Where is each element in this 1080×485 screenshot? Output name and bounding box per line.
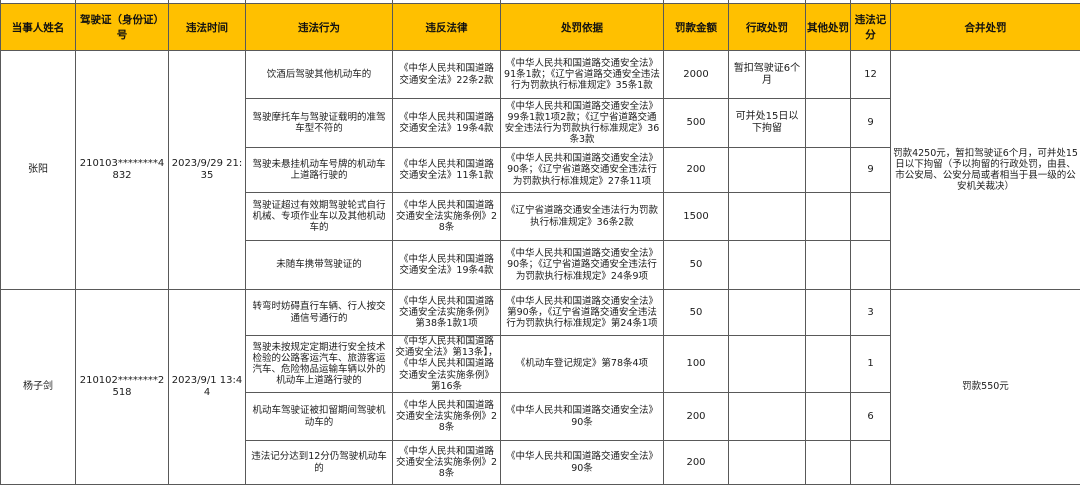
fine-amount-cell: 50 — [663, 289, 729, 336]
table-row: 驾驶未悬挂机动车号牌的机动车上道路行驶的 《中华人民共和国道路交通安全法》11条1… — [1, 147, 1080, 193]
fine-amount-cell: 2000 — [663, 50, 729, 99]
other-penalty-cell — [805, 440, 851, 485]
points-cell: 6 — [850, 392, 891, 442]
points-cell: 3 — [850, 289, 891, 336]
header-row: 当事人姓名 驾驶证（身份证）号 违法时间 违法行为 违反法律 处罚依据 罚款金额 行政处罚 其他… — [0, 3, 1080, 51]
penalty-basis-cell: 《中华人民共和国道路交通安全法》91条1款；《辽宁省道路交通安全违法行为罚款执行… — [500, 50, 664, 99]
other-penalty-cell — [805, 192, 851, 241]
points-cell — [850, 240, 891, 290]
admin-penalty-cell — [728, 240, 806, 290]
party-name-cell: 张阳 — [0, 50, 76, 290]
violation-behavior-cell: 驾驶未按规定定期进行安全技术检验的公路客运汽车、旅游客运汽车、危险物品运输车辆以… — [245, 334, 393, 394]
other-penalty-cell — [805, 240, 851, 290]
fine-amount-cell: 500 — [663, 98, 729, 148]
penalty-basis-cell: 《中华人民共和国道路交通安全法》90条；《辽宁省道路交通安全违法行为罚款执行标准… — [500, 240, 664, 290]
violation-behavior-cell: 驾驶证超过有效期驾驶轮式自行机械、专项作业车以及其他机动车的 — [245, 192, 393, 241]
points-cell: 1 — [850, 334, 891, 394]
points-cell — [850, 192, 891, 241]
violated-law-cell: 《中华人民共和国道路交通安全法》22条2款 — [392, 50, 501, 99]
license-number-cell: 210103********4832 — [75, 50, 169, 290]
violated-law-cell: 《中华人民共和国道路交通安全法》19条4款 — [392, 240, 501, 290]
violation-behavior-cell: 未随车携带驾驶证的 — [245, 240, 393, 290]
admin-penalty-cell — [728, 440, 806, 485]
header-other-penalty: 其他处罚 — [805, 3, 851, 51]
penalty-basis-cell: 《中华人民共和国道路交通安全法》90条；《辽宁省道路交通安全违法行为罚款执行标准… — [500, 147, 664, 193]
violated-law-cell: 《中华人民共和国道路交通安全法实施条例》28条 — [392, 392, 501, 442]
points-cell: 9 — [850, 147, 891, 193]
header-fine-amount: 罚款金额 — [663, 3, 729, 51]
header-violation-behavior: 违法行为 — [245, 3, 393, 51]
admin-penalty-cell — [728, 147, 806, 193]
violation-behavior-cell: 驾驶摩托车与驾驶证载明的准驾车型不符的 — [245, 98, 393, 148]
other-penalty-cell — [805, 334, 851, 394]
other-penalty-cell — [805, 392, 851, 442]
header-license-number: 驾驶证（身份证）号 — [75, 3, 169, 51]
combined-penalty-cell: 罚款550元 — [890, 288, 1080, 485]
header-violated-law: 违反法律 — [392, 3, 501, 51]
party-name-cell: 杨子剑 — [0, 288, 76, 485]
admin-penalty-cell — [728, 334, 806, 394]
header-combined-penalty: 合并处罚 — [890, 3, 1080, 51]
admin-penalty-cell: 暂扣驾驶证6个月 — [728, 50, 806, 99]
table-row: 驾驶摩托车与驾驶证载明的准驾车型不符的 《中华人民共和国道路交通安全法》19条4款… — [1, 98, 1080, 148]
points-cell — [850, 440, 891, 485]
header-violation-points: 违法记分 — [850, 3, 891, 51]
table-row: 违法记分达到12分仍驾驶机动车的 《中华人民共和国道路交通安全法实施条例》28条《… — [1, 440, 1080, 485]
admin-penalty-cell: 可并处15日以下拘留 — [728, 98, 806, 148]
other-penalty-cell — [805, 50, 851, 99]
violation-behavior-cell: 驾驶未悬挂机动车号牌的机动车上道路行驶的 — [245, 147, 393, 193]
violation-time-cell: 2023/9/29 21:35 — [168, 50, 246, 290]
violated-law-cell: 《中华人民共和国道路交通安全法》11条1款 — [392, 147, 501, 193]
penalty-basis-cell: 《中华人民共和国道路交通安全法》90条 — [500, 440, 664, 485]
fine-amount-cell: 50 — [663, 240, 729, 290]
table-row: 未随车携带驾驶证的 《中华人民共和国道路交通安全法》19条4款 《中华人民共和国道路… — [1, 240, 1080, 290]
penalty-basis-cell: 《机动车登记规定》第78条4项 — [500, 334, 664, 394]
other-penalty-cell — [805, 289, 851, 336]
other-penalty-cell — [805, 147, 851, 193]
violated-law-cell: 《中华人民共和国道路交通安全法实施条例》28条 — [392, 192, 501, 241]
table-row: 杨子剑 210102********2518 2023/9/1 13:44 转弯时妨碍… — [0, 288, 1080, 485]
violated-law-cell: 《中华人民共和国道路交通安全法》第13条】，《中华人民共和国道路交通安全法实施条… — [392, 334, 501, 394]
violation-behavior-cell: 饮酒后驾驶其他机动车的 — [245, 50, 393, 99]
admin-penalty-cell — [728, 289, 806, 336]
violation-behavior-cell: 违法记分达到12分仍驾驶机动车的 — [245, 440, 393, 485]
violated-law-cell: 《中华人民共和国道路交通安全法实施条例》第38条1款1项 — [392, 289, 501, 336]
admin-penalty-cell — [728, 192, 806, 241]
fine-amount-cell: 100 — [663, 334, 729, 394]
combined-penalty-cell: 罚款4250元，暂扣驾驶证6个月，可并处15日以下拘留（予以拘留的行政处罚，由县… — [890, 50, 1080, 290]
penalty-basis-cell: 《中华人民共和国道路交通安全法》第90条，《辽宁省道路交通安全违法行为罚款执行标… — [500, 289, 664, 336]
points-cell: 9 — [850, 98, 891, 148]
header-admin-penalty: 行政处罚 — [728, 3, 806, 51]
points-cell: 12 — [850, 50, 891, 99]
violation-behavior-cell: 转弯时妨碍直行车辆、行人按交通信号通行的 — [245, 289, 393, 336]
penalty-basis-cell: 《辽宁省道路交通安全违法行为罚款执行标准规定》36条2款 — [500, 192, 664, 241]
fine-amount-cell: 200 — [663, 392, 729, 442]
table-row: 张阳 210103********4832 2023/9/29 21:35 饮酒后驾驶… — [0, 50, 1080, 290]
admin-penalty-cell — [728, 392, 806, 442]
fine-amount-cell: 1500 — [663, 192, 729, 241]
table-row: 机动车驾驶证被扣留期间驾驶机动车的 《中华人民共和国道路交通安全法实施条例》28条… — [1, 392, 1080, 442]
violation-time-cell: 2023/9/1 13:44 — [168, 288, 246, 485]
other-penalty-cell — [805, 98, 851, 148]
license-number-cell: 210102********2518 — [75, 288, 169, 485]
header-violation-time: 违法时间 — [168, 3, 246, 51]
fine-amount-cell: 200 — [663, 440, 729, 485]
penalty-basis-cell: 《中华人民共和国道路交通安全法》90条 — [500, 392, 664, 442]
penalty-basis-cell: 《中华人民共和国道路交通安全法》99条1款1项2款；《辽宁省道路交通安全违法行为… — [500, 98, 664, 148]
violated-law-cell: 《中华人民共和国道路交通安全法实施条例》28条 — [392, 440, 501, 485]
fine-amount-cell: 200 — [663, 147, 729, 193]
header-party-name: 当事人姓名 — [0, 3, 76, 51]
header-penalty-basis: 处罚依据 — [500, 3, 664, 51]
table-row: 驾驶未按规定定期进行安全技术检验的公路客运汽车、旅游客运汽车、危险物品运输车辆以… — [1, 334, 1080, 394]
violation-behavior-cell: 机动车驾驶证被扣留期间驾驶机动车的 — [245, 392, 393, 442]
violated-law-cell: 《中华人民共和国道路交通安全法》19条4款 — [392, 98, 501, 148]
